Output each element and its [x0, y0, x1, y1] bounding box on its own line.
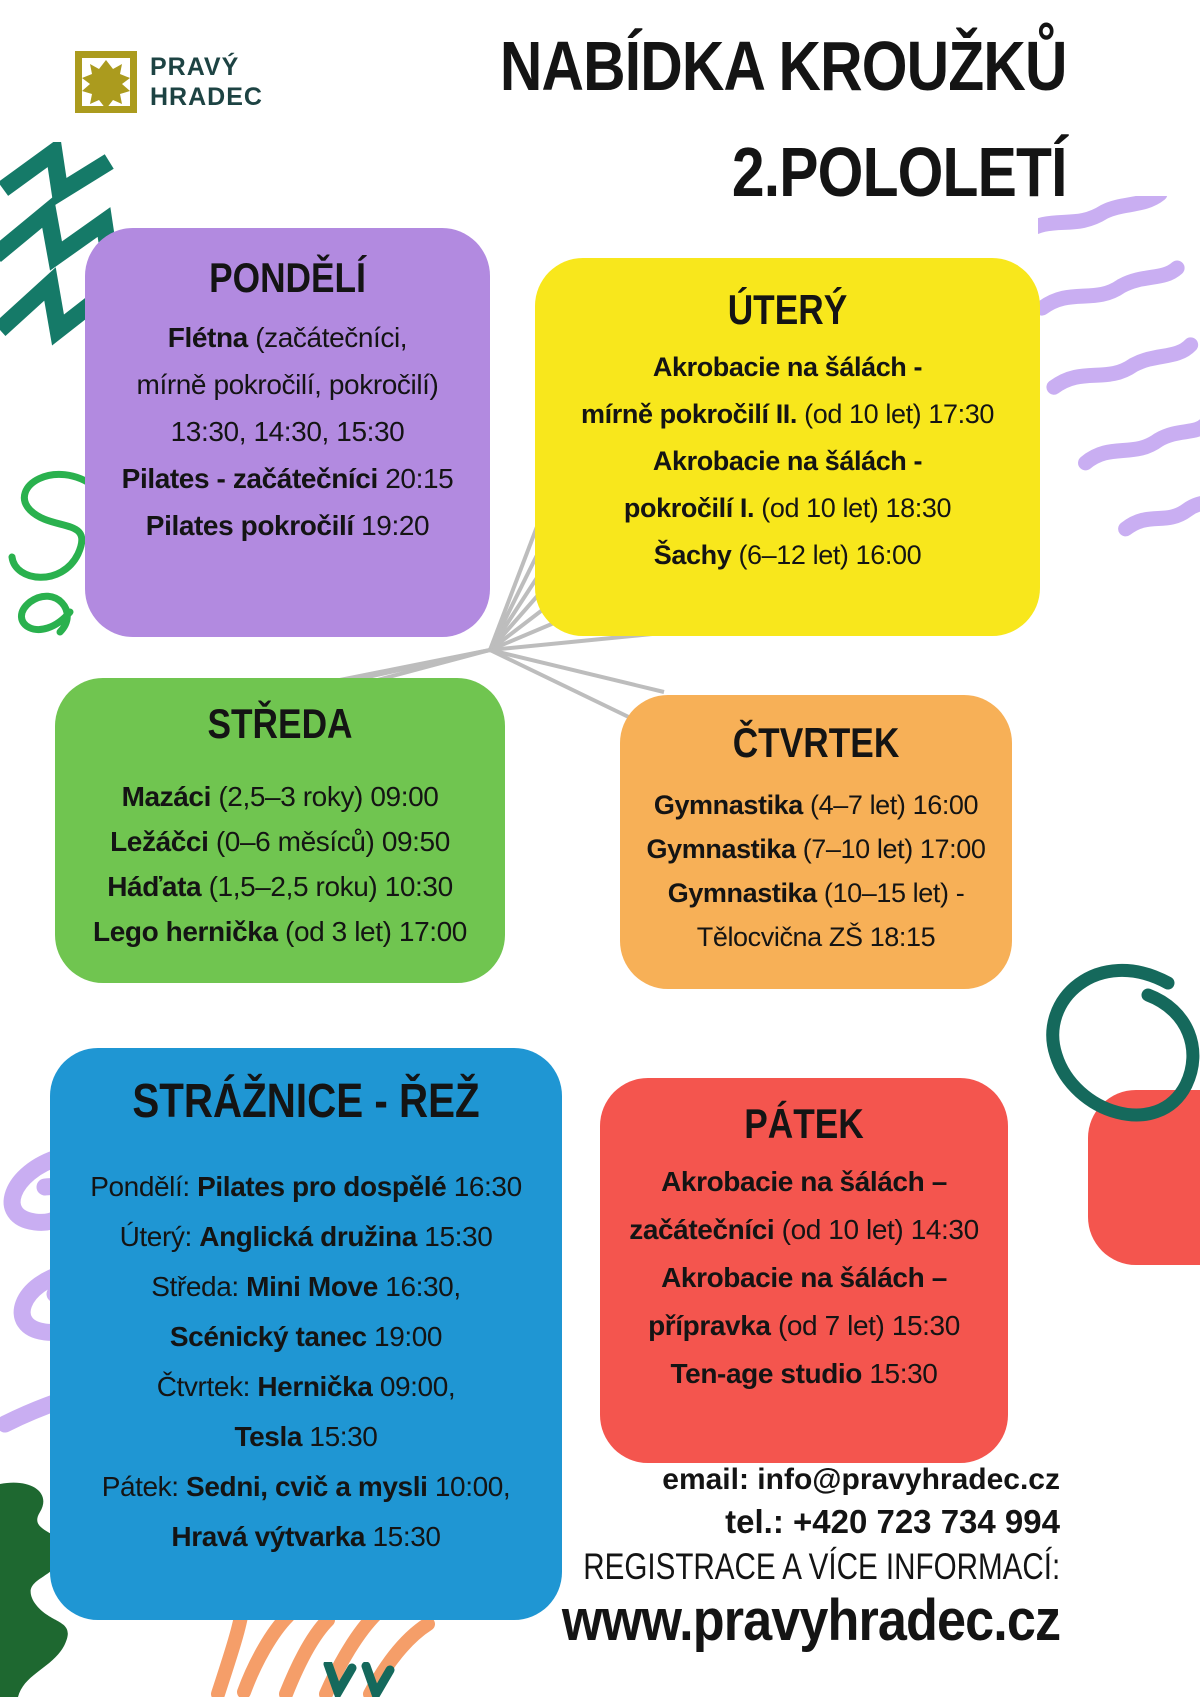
day-box-pondeli: PONDĚLÍ Flétna (začátečníci, mírně pokroč… [85, 228, 490, 637]
schedule-line: Tělocvična ZŠ 18:15 [696, 922, 936, 952]
schedule-lines: Akrobacie na šálách - mírně pokročilí II.… [535, 344, 1040, 579]
schedule-line: Tesla 15:30 [234, 1421, 378, 1452]
day-box-title: STŘEDA [207, 700, 353, 747]
schedule-line: pokročilí I. (od 10 let) 18:30 [623, 493, 952, 523]
schedule-lines: Akrobacie na šálách – začátečníci (od 10 … [600, 1158, 1008, 1398]
pravy-hradec-logo-icon [75, 51, 137, 113]
day-box-title: ÚTERÝ [727, 286, 848, 333]
schedule-lines: Mazáci (2,5–3 roky) 09:00 Ležáčci (0–6 mě… [55, 774, 505, 954]
schedule-line: Pátek: Sedni, cvič a mysli 10:00, [101, 1471, 511, 1502]
title-line2: 2.POLOLETÍ [732, 133, 1067, 211]
schedule-line: Gymnastika (7–10 let) 17:00 [646, 834, 986, 864]
day-box-title: PÁTEK [744, 1100, 864, 1147]
schedule-line: mírně pokročilí, pokročilí) [136, 369, 439, 400]
schedule-line: 13:30, 14:30, 15:30 [170, 416, 405, 447]
logo-text: PRAVÝ HRADEC [150, 52, 263, 112]
schedule-line: Gymnastika (4–7 let) 16:00 [653, 790, 979, 820]
schedule-line: Čtvrtek: Hernička 09:00, [156, 1371, 456, 1402]
contact-registration-label: REGISTRACE A VÍCE INFORMACÍ: [583, 1546, 1060, 1587]
day-box-title: PONDĚLÍ [209, 254, 366, 301]
contact-email: email: info@pravyhradec.cz [662, 1463, 1060, 1496]
page-title: NABÍDKA KROUŽKŮ 2.POLOLETÍ [392, 26, 1067, 212]
schedule-line: Středa: Mini Move 16:30, [151, 1271, 461, 1302]
schedule-line: Ležáčci (0–6 měsíců) 09:50 [110, 826, 450, 857]
schedule-line: Akrobacie na šálách – [661, 1166, 947, 1197]
contact-website: www.pravyhradec.cz [561, 1588, 1061, 1653]
day-box-straznice-rez: STRÁŽNICE - ŘEŽ Pondělí: Pilates pro dos… [50, 1048, 562, 1620]
schedule-lines: Flétna (začátečníci, mírně pokročilí, pok… [85, 314, 490, 549]
day-box-title: ČTVRTEK [732, 719, 900, 766]
schedule-line: Akrobacie na šálách - [652, 352, 923, 382]
schedule-line: přípravka (od 7 let) 15:30 [648, 1310, 960, 1341]
schedule-line: Úterý: Anglická družina 15:30 [119, 1221, 493, 1252]
logo-line1: PRAVÝ [150, 53, 240, 81]
schedule-line: Scénický tanec 19:00 [169, 1321, 443, 1352]
schedule-line: Akrobacie na šálách - [652, 446, 923, 476]
day-box-ctvrtek: ČTVRTEK Gymnastika (4–7 let) 16:00 Gymnas… [620, 695, 1012, 989]
schedule-line: Pondělí: Pilates pro dospělé 16:30 [90, 1171, 522, 1202]
schedule-line: Šachy (6–12 let) 16:00 [653, 540, 922, 570]
schedule-line: Háďata (1,5–2,5 roku) 10:30 [107, 871, 453, 902]
schedule-line: Hravá výtvarka 15:30 [171, 1521, 441, 1552]
day-box-streda: STŘEDA Mazáci (2,5–3 roky) 09:00 Ležáčci … [55, 678, 505, 983]
schedule-line: Flétna (začátečníci, [167, 322, 408, 353]
logo-line2: HRADEC [150, 83, 263, 111]
schedule-line: Akrobacie na šálách – [661, 1262, 947, 1293]
day-box-patek: PÁTEK Akrobacie na šálách – začátečníci (… [600, 1078, 1008, 1463]
schedule-line: Ten-age studio 15:30 [670, 1358, 938, 1389]
schedule-line: mírně pokročilí II. (od 10 let) 17:30 [581, 399, 994, 429]
contact-phone: tel.: +420 723 734 994 [725, 1503, 1060, 1540]
schedule-line: Pilates pokročilí 19:20 [145, 510, 430, 541]
day-box-title: STRÁŽNICE - ŘEŽ [132, 1075, 480, 1128]
schedule-line: Lego hernička (od 3 let) 17:00 [93, 916, 467, 947]
day-box-utery: ÚTERÝ Akrobacie na šálách - mírně pokroči… [535, 258, 1040, 636]
schedule-line: začátečníci (od 10 let) 14:30 [629, 1214, 979, 1245]
schedule-line: Pilates - začátečníci 20:15 [121, 463, 454, 494]
schedule-lines: Pondělí: Pilates pro dospělé 16:30 Úterý:… [50, 1162, 562, 1562]
contact-block: email: info@pravyhradec.cz tel.: +420 72… [464, 1460, 1061, 1653]
schedule-line: Gymnastika (10–15 let) - [667, 878, 965, 908]
schedule-lines: Gymnastika (4–7 let) 16:00 Gymnastika (7–… [620, 783, 1012, 959]
schedule-line: Mazáci (2,5–3 roky) 09:00 [121, 781, 439, 812]
title-line1: NABÍDKA KROUŽKŮ [500, 27, 1067, 105]
logo: PRAVÝ HRADEC [74, 50, 263, 114]
